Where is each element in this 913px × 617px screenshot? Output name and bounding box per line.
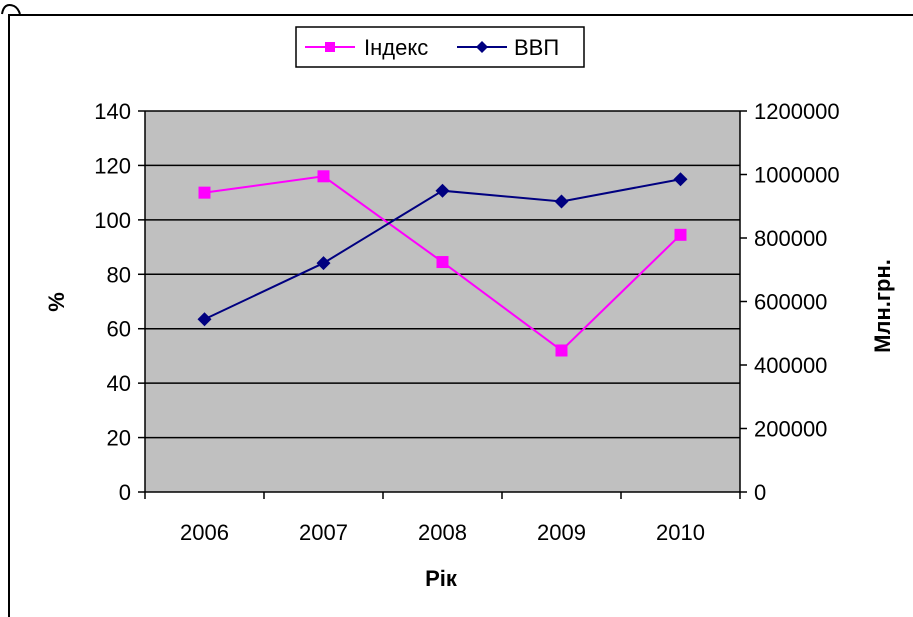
legend-marker-0 bbox=[325, 42, 335, 52]
x-tick-label-1: 2007 bbox=[299, 520, 348, 545]
y-tick-label-right-5: 1000000 bbox=[754, 163, 840, 188]
x-tick-label-3: 2009 bbox=[537, 520, 586, 545]
x-tick-label-4: 2010 bbox=[656, 520, 705, 545]
corner-mark bbox=[1, 4, 21, 15]
plot-area bbox=[145, 111, 740, 492]
y-tick-label-left-7: 140 bbox=[94, 99, 131, 124]
y-tick-label-right-2: 400000 bbox=[754, 353, 827, 378]
y-tick-label-right-3: 600000 bbox=[754, 290, 827, 315]
y-tick-label-left-3: 60 bbox=[107, 317, 131, 342]
series-0-point-2 bbox=[436, 256, 449, 269]
series-1-point-2 bbox=[435, 183, 450, 198]
y-tick-label-left-0: 0 bbox=[119, 480, 131, 505]
y-tick-label-right-4: 800000 bbox=[754, 226, 827, 251]
legend-label-0: Індекс bbox=[364, 35, 428, 60]
y-axis-title-right: Млн.грн. bbox=[870, 259, 895, 353]
series-0-point-4 bbox=[674, 228, 687, 241]
legend-label-1: ВВП bbox=[514, 35, 559, 60]
legend: Індекс ВВП bbox=[295, 26, 585, 68]
axes: 0 20 40 60 80 100 120 140 0 200000 400000 600000 800… bbox=[94, 99, 839, 545]
series-1-point-3 bbox=[554, 194, 569, 209]
x-tick-label-2: 2008 bbox=[418, 520, 467, 545]
legend-marker-1 bbox=[476, 41, 488, 53]
plot-background bbox=[145, 111, 740, 492]
chart-frame bbox=[8, 14, 913, 617]
series-0-point-3 bbox=[555, 344, 568, 357]
y-tick-label-left-2: 40 bbox=[107, 371, 131, 396]
x-tick-label-0: 2006 bbox=[180, 520, 229, 545]
series-1-point-4 bbox=[673, 172, 688, 187]
y-tick-label-left-4: 80 bbox=[107, 262, 131, 287]
y-tick-label-right-1: 200000 bbox=[754, 417, 827, 442]
series-1-point-1 bbox=[316, 256, 331, 271]
y-tick-label-left-5: 100 bbox=[94, 208, 131, 233]
series bbox=[197, 170, 688, 357]
y-tick-label-right-0: 0 bbox=[754, 480, 766, 505]
y-tick-label-left-6: 120 bbox=[94, 153, 131, 178]
y-axis-title-left: % bbox=[44, 292, 69, 312]
y-tick-label-right-6: 1200000 bbox=[754, 99, 840, 124]
y-tick-label-left-1: 20 bbox=[107, 426, 131, 451]
x-axis-title: Рік bbox=[425, 566, 458, 591]
series-0-point-0 bbox=[198, 186, 211, 199]
series-1-point-0 bbox=[197, 312, 212, 327]
series-0-point-1 bbox=[317, 170, 330, 183]
